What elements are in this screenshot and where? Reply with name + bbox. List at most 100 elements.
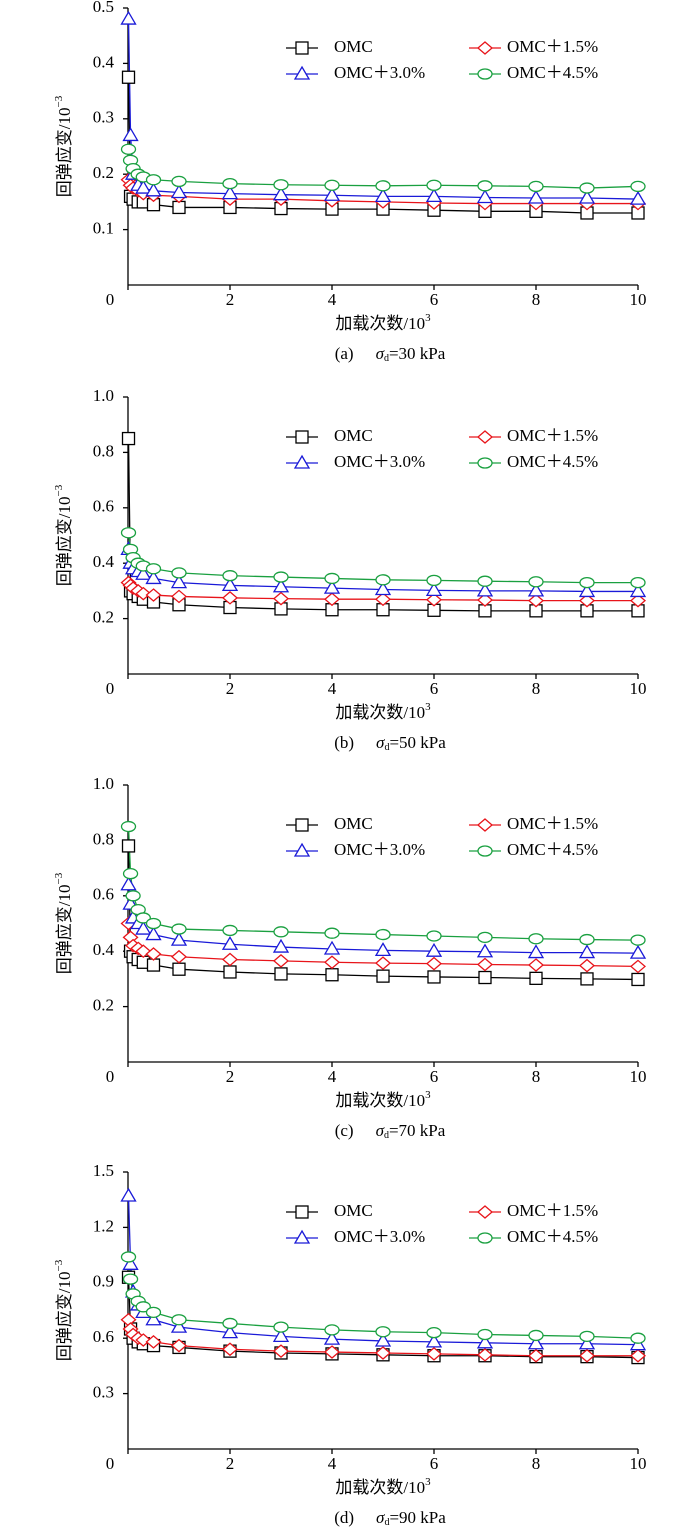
marker [272,1328,290,1343]
marker [527,582,545,597]
text-part: −3 [53,95,65,107]
x-axis-label: 加载次数/103 [335,1476,431,1497]
marker [427,970,441,984]
text-part: (b) [334,733,354,752]
text-part: (a) [335,344,354,363]
text-part: d [384,353,389,364]
text-part: 回弹应变/10 [55,496,74,586]
marker [221,185,239,200]
text-part: =30 kPa [389,344,446,363]
marker [529,971,543,985]
text-part: 3 [425,701,431,713]
y-tick-label: 0.5 [93,0,114,16]
marker [477,957,493,972]
x-tick-label: 2 [226,290,235,309]
marker [630,180,646,193]
marker [527,189,545,204]
legend-label: OMC [334,1201,373,1220]
marker [325,968,339,982]
x-tick-label: 2 [226,679,235,698]
marker [122,127,139,142]
text-part: σ [376,344,385,363]
legend-label: OMC [334,37,373,56]
marker [425,942,443,957]
marker [222,1342,238,1357]
marker [170,184,188,199]
x-tick-label: 6 [430,679,439,698]
marker [145,917,162,930]
x-tick-label: 10 [630,1454,647,1473]
marker [171,949,187,964]
legend-marker [477,457,493,469]
marker [171,175,187,188]
x-tick-label: 4 [328,679,337,698]
marker [171,1314,187,1326]
legend-marker [477,845,493,857]
marker [478,970,492,985]
marker [425,188,443,203]
marker [426,1327,442,1339]
marker [578,1335,596,1350]
y-tick-label: 0.6 [93,497,114,516]
legend-label: OMC [334,814,373,833]
marker [528,1329,544,1342]
marker [272,938,290,953]
marker [578,189,596,204]
marker [223,965,237,979]
marker [274,967,288,981]
x-tick-label: 10 [630,679,647,698]
legend-label: OMC＋4.5% [507,63,598,82]
marker [135,179,152,194]
marker [273,591,289,606]
x-tick-label: 0 [106,679,115,698]
marker [135,565,152,580]
text-part: 3 [425,312,431,324]
text-part: 回弹应变/10 [55,884,74,974]
marker [324,1345,340,1359]
legend-marker [295,1205,309,1219]
marker [120,876,137,891]
x-tick-label: 4 [328,1067,337,1086]
legend-marker [295,818,309,832]
y-axis-label: 回弹应变/10−3 [53,1259,74,1361]
marker [121,839,136,853]
x-axis-label: 加载次数/103 [335,701,431,722]
caption: (d) σd=90 kPa [334,1508,446,1528]
marker [170,574,188,589]
marker [145,947,162,961]
marker [323,1330,341,1345]
marker [324,179,340,191]
marker [579,933,595,946]
marker [324,572,340,585]
marker [120,1251,137,1263]
marker [374,942,392,957]
text-part: =70 kPa [389,1121,446,1140]
marker [125,890,141,902]
marker [630,934,646,946]
y-tick-label: 0.6 [93,1327,114,1346]
marker [579,1330,595,1343]
marker [375,1326,391,1338]
legend-marker [477,41,493,55]
marker [579,593,595,608]
marker [426,930,442,942]
text-part: 加载次数/10 [335,314,425,333]
marker [579,1348,595,1363]
caption: (b) σd=50 kPa [334,733,446,753]
marker [324,592,340,607]
x-tick-label: 0 [106,290,115,309]
caption: (a) σd=30 kPa [335,344,446,364]
marker [222,177,238,190]
marker [272,186,290,201]
marker [476,1334,494,1349]
caption: (c) σd=70 kPa [335,1121,446,1141]
marker [135,586,152,601]
marker [145,1306,162,1318]
marker [629,944,647,959]
marker [135,912,151,924]
marker [527,944,545,959]
marker [170,931,188,946]
marker [122,1273,139,1285]
text-part: =50 kPa [389,733,446,752]
